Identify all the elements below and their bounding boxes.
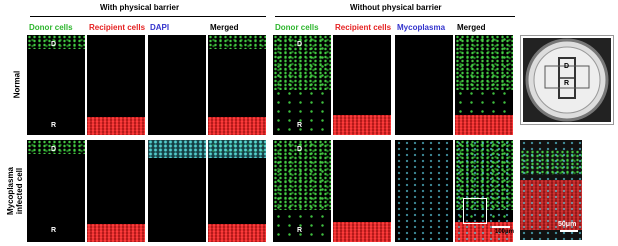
image-panel	[395, 140, 453, 242]
recipient-signal	[208, 224, 266, 242]
column-label: Merged	[457, 23, 486, 32]
mycoplasma-signal	[455, 140, 513, 242]
donor-signal	[273, 140, 331, 242]
recipient-label: R	[51, 122, 57, 129]
device-drawing	[523, 38, 611, 122]
group-title: With physical barrier	[100, 3, 180, 12]
recipient-signal	[333, 115, 391, 135]
group-underline	[30, 16, 266, 17]
column-label: Mycoplasma	[397, 23, 446, 32]
device-label: D	[564, 63, 570, 70]
image-panel	[87, 35, 145, 135]
image-panel	[395, 35, 453, 135]
group-underline	[275, 16, 515, 17]
recipient-label: R	[51, 227, 57, 234]
dapi-signal	[148, 140, 206, 158]
zoom-panel: 50μm	[520, 140, 582, 240]
image-panel	[148, 140, 206, 242]
recipient-signal	[87, 117, 145, 135]
image-panel	[455, 140, 513, 242]
donor-label: D	[51, 146, 57, 153]
scale-label: 100μm	[495, 229, 515, 235]
donor-label: D	[297, 146, 303, 153]
column-label: Merged	[210, 23, 239, 32]
donor-signal	[27, 35, 85, 49]
scale-bar	[492, 226, 510, 228]
dapi-signal	[208, 140, 266, 158]
donor-signal	[273, 35, 331, 135]
device-label: R	[564, 80, 570, 87]
recipient-signal	[455, 115, 513, 135]
recipient-signal	[208, 117, 266, 135]
column-label: Recipient cells	[89, 23, 146, 32]
recipient-label: R	[297, 122, 303, 129]
scale-label: 50μm	[558, 221, 577, 228]
column-label: Recipient cells	[335, 23, 392, 32]
group-title: Without physical barrier	[350, 3, 442, 12]
recipient-signal	[87, 224, 145, 242]
image-panel	[333, 35, 391, 135]
image-panel	[208, 140, 266, 242]
image-panel	[333, 140, 391, 242]
column-label: DAPI	[150, 23, 170, 32]
row-label: Mycoplasma infected cell	[6, 166, 24, 216]
donor-signal	[208, 35, 266, 49]
column-label: Donor cells	[275, 23, 319, 32]
scale-bar	[560, 230, 578, 232]
image-panel	[455, 35, 513, 135]
donor-label: D	[51, 41, 57, 48]
recipient-signal	[333, 222, 391, 242]
row-label: Normal	[12, 70, 22, 99]
column-label: Donor cells	[29, 23, 73, 32]
device-photo: D R	[520, 35, 614, 125]
image-panel	[208, 35, 266, 135]
recipient-label: R	[297, 227, 303, 234]
mycoplasma-signal	[395, 140, 453, 242]
zoom-box	[463, 198, 487, 224]
image-panel	[87, 140, 145, 242]
image-panel	[148, 35, 206, 135]
donor-label: D	[297, 41, 303, 48]
donor-signal	[27, 140, 85, 154]
